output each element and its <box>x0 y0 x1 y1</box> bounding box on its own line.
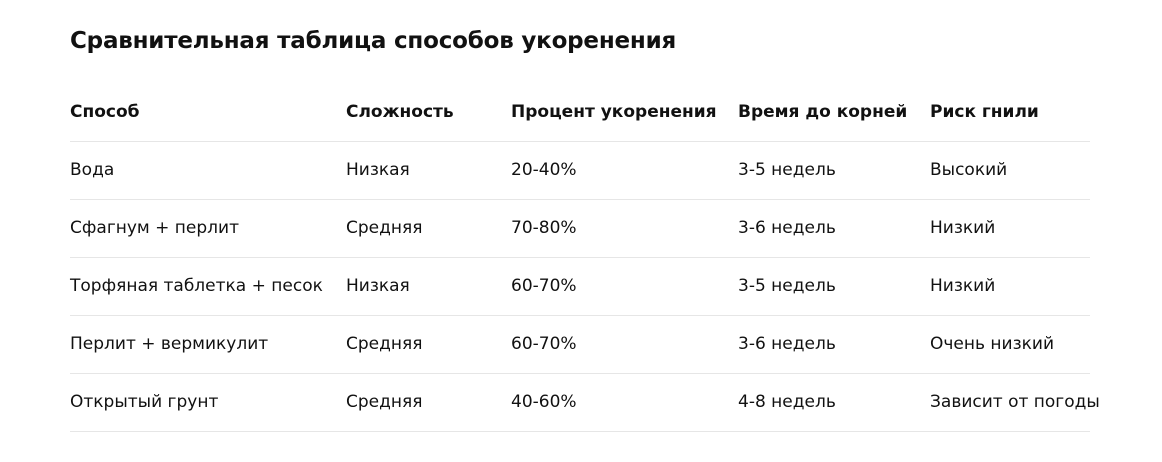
header-cell: Сложность <box>346 102 454 122</box>
table-cell: Средняя <box>346 392 423 412</box>
table-row: Сфагнум + перлит Средняя 70-80% 3-6 недель Н… <box>70 200 1090 258</box>
table-cell: Вода <box>70 160 115 180</box>
table-cell: Очень низкий <box>930 334 1054 354</box>
table-row: Перлит + вермикулит Средняя 60-70% 3-6 неде… <box>70 316 1090 374</box>
table-cell: 3-5 недель <box>738 276 836 296</box>
table-cell: 3-5 недель <box>738 160 836 180</box>
table-cell: Низкая <box>346 276 410 296</box>
comparison-table: Способ Сложность Процент укоренения Время д… <box>70 84 1100 432</box>
table-cell: 60-70% <box>511 276 577 296</box>
header-cell: Риск гнили <box>930 102 1039 122</box>
table-cell: Высокий <box>930 160 1008 180</box>
page-title: Сравнительная таблица способов укоренени… <box>70 28 677 54</box>
table-row: Вода Низкая 20-40% 3-5 недель Высокий <box>70 142 1090 200</box>
table-cell: Торфяная таблетка + песок <box>70 276 323 296</box>
header-row: Способ Сложность Процент укоренения Время д… <box>70 84 1090 142</box>
header-cell: Процент укоренения <box>511 102 717 122</box>
table-cell: Зависит от погоды <box>930 392 1100 412</box>
table-cell: 60-70% <box>511 334 577 354</box>
table-cell: Открытый грунт <box>70 392 219 412</box>
table-row: Открытый грунт Средняя 40-60% 4-8 недель Зав… <box>70 374 1100 432</box>
table-cell: Средняя <box>346 334 423 354</box>
table-row: Торфяная таблетка + песок Низкая 60-70% 3-5… <box>70 258 1090 316</box>
table-cell: 70-80% <box>511 218 577 238</box>
table-cell: Низкая <box>346 160 410 180</box>
table-cell: 3-6 недель <box>738 334 836 354</box>
table-cell: Низкий <box>930 276 996 296</box>
table-cell: Сфагнум + перлит <box>70 218 239 238</box>
table-cell: 40-60% <box>511 392 577 412</box>
header-cell: Способ <box>70 102 140 122</box>
table-cell: Перлит + вермикулит <box>70 334 269 354</box>
table-cell: 3-6 недель <box>738 218 836 238</box>
table-cell: Средняя <box>346 218 423 238</box>
table-cell: Низкий <box>930 218 996 238</box>
table-cell: 20-40% <box>511 160 577 180</box>
table-cell: 4-8 недель <box>738 392 836 412</box>
header-cell: Время до корней <box>738 102 908 122</box>
